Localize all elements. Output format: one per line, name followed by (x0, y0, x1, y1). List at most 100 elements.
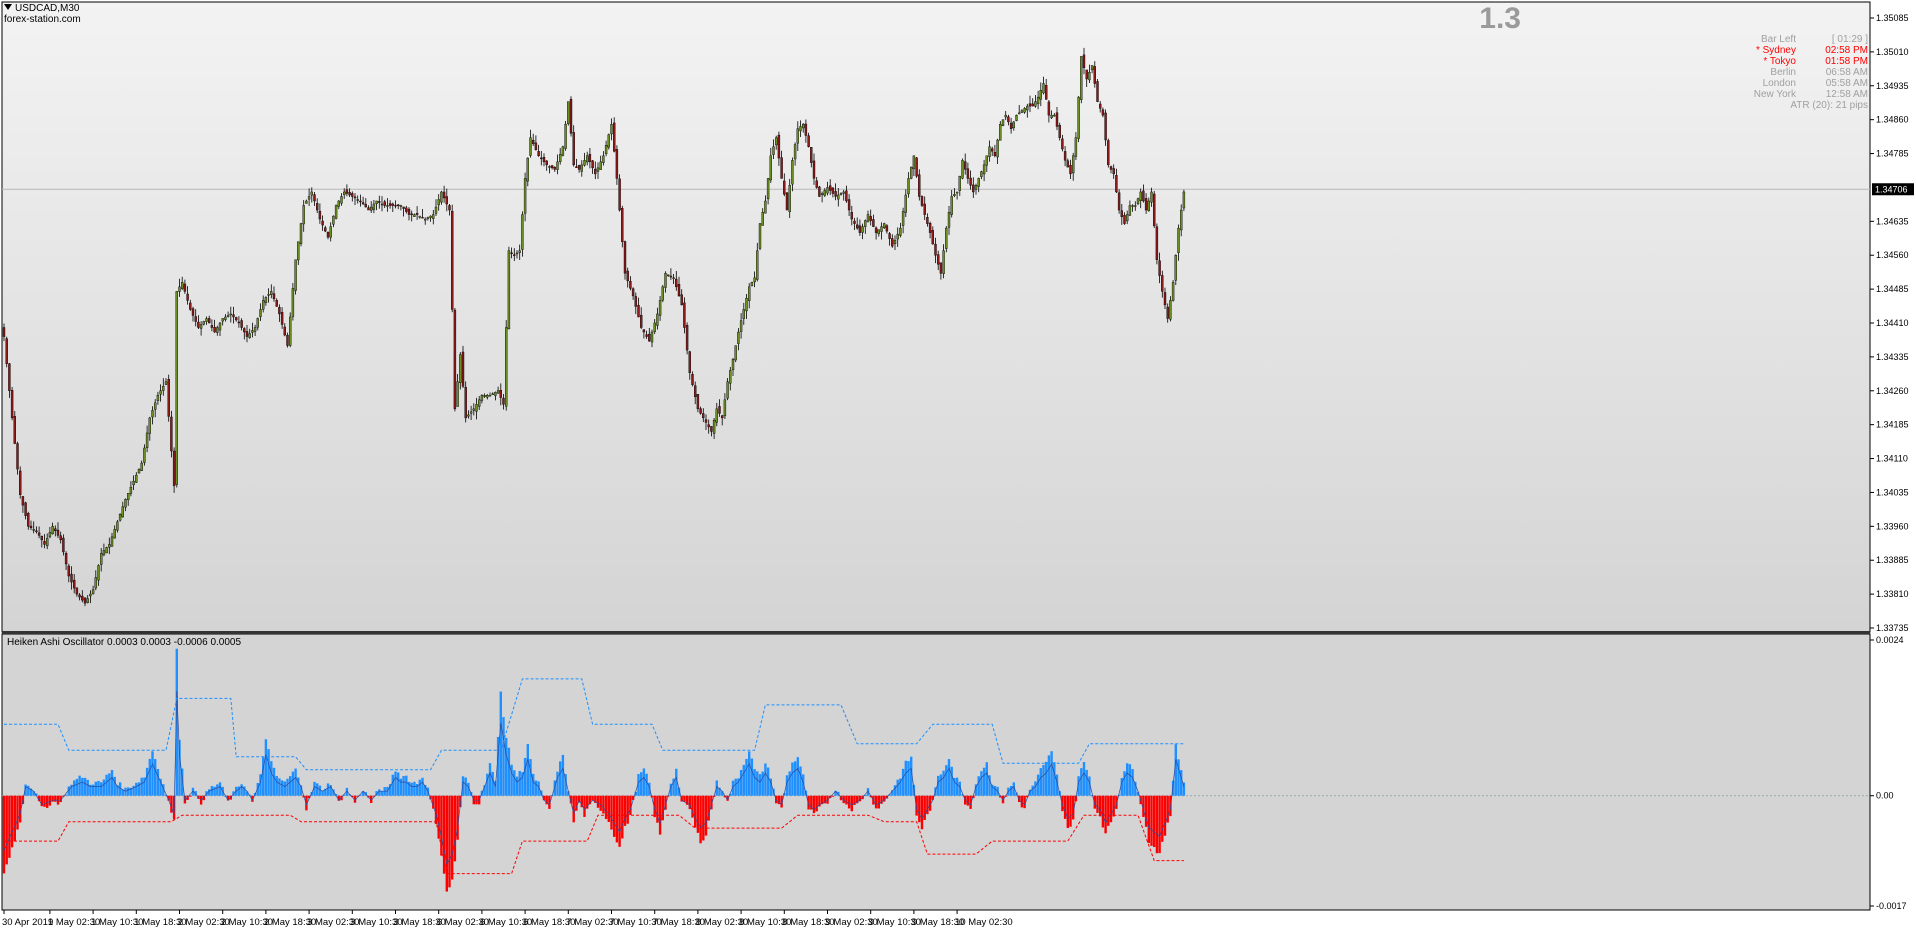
histogram-bar-negative (621, 795, 624, 839)
histogram-bar-negative (1066, 795, 1069, 828)
candle-bear (232, 314, 235, 318)
symbol-title[interactable]: USDCAD,M30 (4, 3, 79, 14)
candle-bull (126, 492, 130, 500)
histogram-bar-negative (856, 795, 859, 804)
pane-separator[interactable] (2, 631, 1870, 634)
histogram-bar-negative (569, 795, 573, 804)
candle-bull (159, 390, 162, 395)
histogram-bar-positive (205, 791, 208, 796)
histogram-bar-positive (461, 776, 465, 796)
price-tick-label: 1.34860 (1876, 115, 1909, 125)
histogram-bar-negative (19, 795, 22, 823)
histogram-bar-positive (526, 744, 529, 796)
histogram-bar-negative (370, 795, 373, 804)
candle-bear (13, 416, 17, 444)
time-tick-label: 1 May 18:30 (134, 917, 186, 928)
histogram-bar-negative (869, 795, 872, 798)
candle-bull (459, 354, 462, 383)
candle-bear (991, 148, 994, 152)
candle-bear (67, 565, 71, 577)
candle-bull (302, 205, 305, 225)
candle-bull (982, 164, 986, 175)
histogram-bar-negative (704, 795, 708, 836)
histogram-bar-positive (521, 772, 524, 796)
candle-bull (289, 316, 292, 346)
histogram-bar-positive (391, 774, 394, 796)
histogram-bar-positive (29, 788, 33, 796)
candle-bull (672, 277, 675, 280)
histogram-bar-positive (553, 780, 556, 796)
candle-bear (421, 216, 424, 219)
candle-bull (658, 300, 662, 316)
candle-bull (661, 286, 664, 301)
histogram-bar-positive (961, 794, 964, 796)
histogram-bar-negative (1147, 795, 1150, 844)
dropdown-triangle-icon[interactable] (4, 4, 12, 10)
candle-bear (704, 419, 708, 423)
histogram-bar-negative (1107, 795, 1110, 826)
candle-bear (648, 333, 651, 342)
histogram-bar-positive (270, 761, 273, 796)
candle-bull (334, 205, 338, 219)
candle-bear (318, 210, 322, 220)
histogram-bar-negative (337, 795, 340, 801)
candle-bear (542, 156, 546, 163)
candle-bull (1015, 114, 1018, 121)
candle-bear (920, 196, 924, 206)
candle-bear (1112, 168, 1115, 175)
candle-bull (486, 395, 489, 398)
histogram-bar-positive (496, 736, 500, 796)
histogram-bar-positive (137, 782, 141, 796)
candle-bear (637, 304, 640, 318)
histogram-bar-positive (1128, 764, 1132, 796)
info-value: ATR (20): 21 pips (1790, 100, 1868, 111)
histogram-bar-positive (1085, 769, 1088, 796)
histogram-bar-positive (213, 786, 216, 796)
histogram-bar-positive (529, 759, 532, 796)
price-tick-label: 1.33810 (1876, 589, 1909, 599)
candle-bull (715, 408, 718, 423)
candle-bull (151, 410, 154, 418)
histogram-bar-positive (1117, 794, 1121, 796)
histogram-bar-negative (1072, 795, 1075, 820)
histogram-bar-negative (710, 795, 713, 810)
histogram-bar-positive (237, 786, 241, 796)
candle-bull (429, 215, 432, 218)
candle-bear (1082, 54, 1086, 68)
info-value: 12:58 AM (1825, 89, 1868, 100)
candle-bull (742, 309, 745, 319)
candle-bull (180, 282, 184, 289)
candle-bear (359, 200, 362, 203)
histogram-bar-positive (129, 787, 133, 796)
histogram-bar-positive (1134, 781, 1137, 796)
histogram-bar-negative (1153, 795, 1156, 848)
candle-bull (475, 404, 478, 412)
histogram-bar-positive (1045, 761, 1048, 796)
histogram-bar-negative (618, 795, 621, 847)
candle-bull (162, 386, 165, 391)
candle-bull (108, 544, 111, 548)
candle-bull (294, 259, 297, 291)
candle-bear (575, 166, 578, 168)
candle-bull (1125, 214, 1129, 222)
histogram-bar-negative (926, 795, 929, 815)
candle-bull (202, 321, 206, 325)
candle-bear (1158, 260, 1161, 276)
histogram-bar-negative (629, 795, 632, 816)
candle-bull (199, 324, 203, 329)
candle-bull (48, 532, 52, 538)
candle-bull (89, 593, 92, 597)
histogram-bar-positive (532, 773, 535, 796)
candle-bear (1109, 166, 1113, 170)
histogram-bar-positive (467, 782, 470, 796)
histogram-bar-negative (1096, 795, 1099, 813)
histogram-bar-negative (437, 795, 440, 839)
candle-bear (1055, 112, 1059, 127)
histogram-bar-positive (294, 768, 297, 796)
histogram-bar-positive (766, 767, 770, 796)
histogram-bar-negative (170, 795, 173, 813)
histogram-bar-negative (631, 795, 635, 800)
lower-band-line (4, 814, 1184, 875)
